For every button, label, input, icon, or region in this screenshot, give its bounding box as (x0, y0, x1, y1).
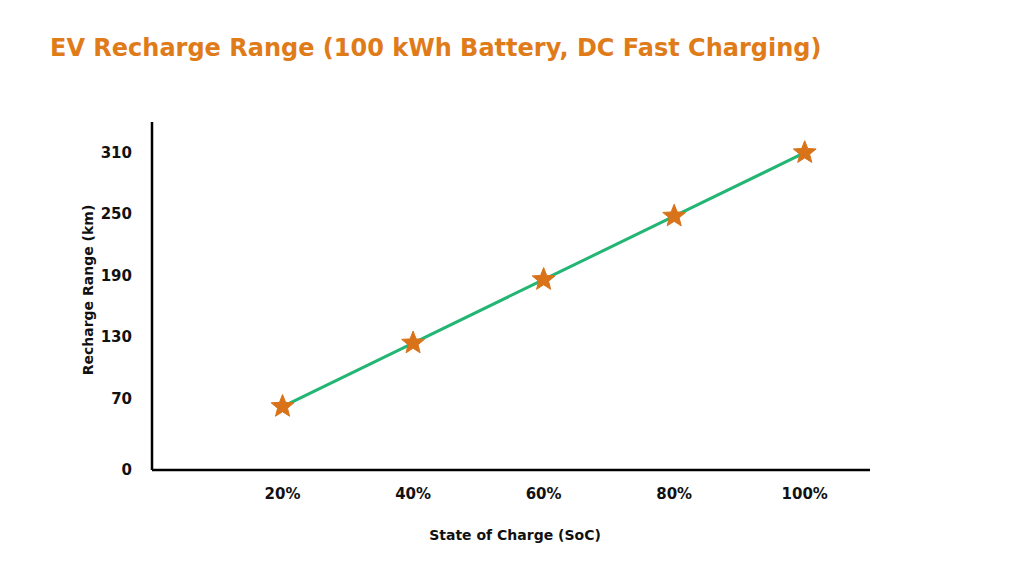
html-text:State of Charge (SoC): State of Charge (SoC) (429, 527, 601, 543)
svg-text:310: 310 (101, 144, 132, 162)
svg-text:60%: 60% (526, 485, 562, 503)
svg-text:0: 0 (122, 461, 132, 479)
svg-text:70: 70 (111, 390, 132, 408)
html-text:Recharge Range (km): Recharge Range (km) (80, 204, 96, 376)
svg-text:20%: 20% (265, 485, 301, 503)
svg-text:80%: 80% (656, 485, 692, 503)
svg-text:40%: 40% (395, 485, 431, 503)
html-text:EV Recharge Range (100 kWh Bat: EV Recharge Range (100 kWh Battery, DC F… (50, 34, 822, 62)
svg-text:130: 130 (101, 328, 132, 346)
svg-text:250: 250 (101, 205, 132, 223)
svg-text:190: 190 (101, 267, 132, 285)
svg-text:100%: 100% (782, 485, 828, 503)
